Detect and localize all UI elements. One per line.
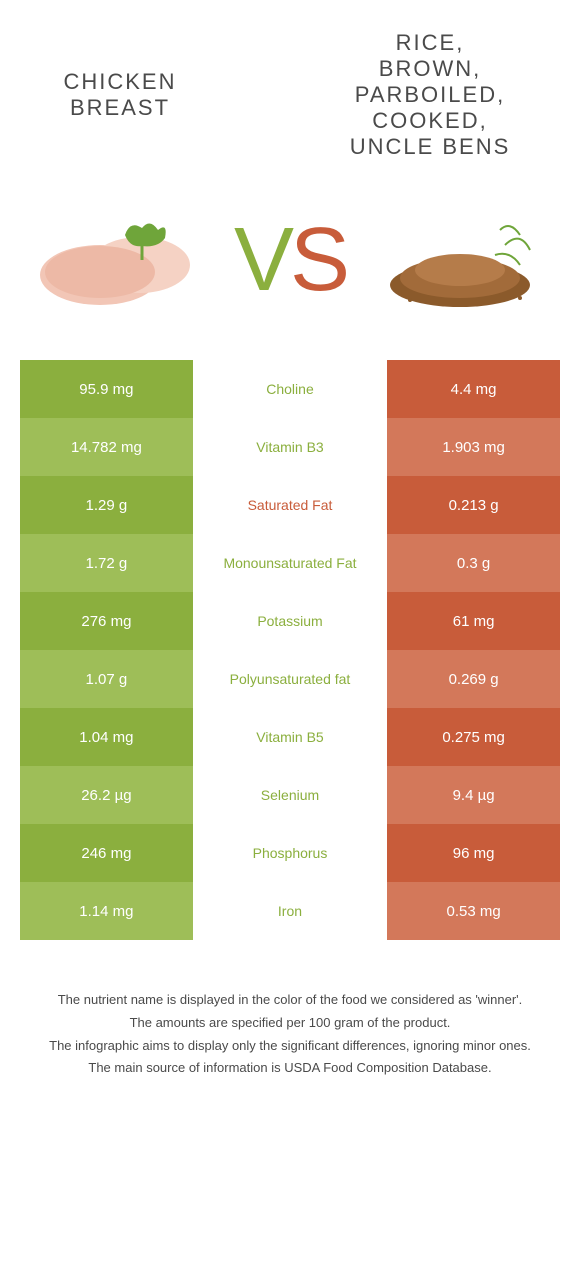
vs-label: VS	[234, 209, 346, 312]
nutrient-value-left: 26.2 µg	[20, 766, 193, 824]
food-title-left: CHICKEN BREAST	[20, 69, 220, 121]
nutrient-value-right: 0.213 g	[387, 476, 560, 534]
footer-line: The amounts are specified per 100 gram o…	[30, 1013, 550, 1034]
vs-v: V	[234, 210, 290, 310]
chicken-breast-icon	[30, 200, 210, 320]
nutrient-value-left: 14.782 mg	[20, 418, 193, 476]
nutrient-label: Saturated Fat	[193, 476, 387, 534]
nutrient-value-left: 1.14 mg	[20, 882, 193, 940]
nutrient-table: 95.9 mgCholine4.4 mg14.782 mgVitamin B31…	[20, 360, 560, 940]
vs-s: S	[290, 210, 346, 310]
nutrient-row: 1.07 gPolyunsaturated fat0.269 g	[20, 650, 560, 708]
nutrient-value-right: 0.275 mg	[387, 708, 560, 766]
hero-row: VS	[20, 200, 560, 320]
nutrient-value-right: 0.53 mg	[387, 882, 560, 940]
nutrient-value-left: 95.9 mg	[20, 360, 193, 418]
nutrient-label: Vitamin B5	[193, 708, 387, 766]
nutrient-value-left: 246 mg	[20, 824, 193, 882]
nutrient-value-left: 1.04 mg	[20, 708, 193, 766]
food-title-right: RICE, BROWN, PARBOILED, COOKED, UNCLE BE…	[300, 30, 560, 160]
nutrient-row: 26.2 µgSelenium9.4 µg	[20, 766, 560, 824]
nutrient-label: Potassium	[193, 592, 387, 650]
footer-notes: The nutrient name is displayed in the co…	[20, 990, 560, 1079]
footer-line: The main source of information is USDA F…	[30, 1058, 550, 1079]
comparison-infographic: CHICKEN BREAST RICE, BROWN, PARBOILED, C…	[0, 0, 580, 1111]
nutrient-value-left: 1.72 g	[20, 534, 193, 592]
food-image-left	[30, 200, 210, 320]
nutrient-value-right: 9.4 µg	[387, 766, 560, 824]
nutrient-label: Monounsaturated Fat	[193, 534, 387, 592]
nutrient-row: 1.04 mgVitamin B50.275 mg	[20, 708, 560, 766]
nutrient-value-left: 1.29 g	[20, 476, 193, 534]
nutrient-label: Polyunsaturated fat	[193, 650, 387, 708]
food-image-right	[370, 200, 550, 320]
nutrient-label: Choline	[193, 360, 387, 418]
nutrient-label: Iron	[193, 882, 387, 940]
nutrient-row: 1.72 gMonounsaturated Fat0.3 g	[20, 534, 560, 592]
nutrient-value-right: 0.3 g	[387, 534, 560, 592]
nutrient-value-left: 276 mg	[20, 592, 193, 650]
footer-line: The nutrient name is displayed in the co…	[30, 990, 550, 1011]
footer-line: The infographic aims to display only the…	[30, 1036, 550, 1057]
nutrient-value-right: 96 mg	[387, 824, 560, 882]
nutrient-row: 276 mgPotassium61 mg	[20, 592, 560, 650]
nutrient-row: 14.782 mgVitamin B31.903 mg	[20, 418, 560, 476]
titles-row: CHICKEN BREAST RICE, BROWN, PARBOILED, C…	[20, 30, 560, 160]
nutrient-value-left: 1.07 g	[20, 650, 193, 708]
brown-rice-icon	[370, 200, 550, 320]
nutrient-row: 95.9 mgCholine4.4 mg	[20, 360, 560, 418]
nutrient-row: 1.14 mgIron0.53 mg	[20, 882, 560, 940]
nutrient-value-right: 1.903 mg	[387, 418, 560, 476]
nutrient-row: 1.29 gSaturated Fat0.213 g	[20, 476, 560, 534]
nutrient-value-right: 0.269 g	[387, 650, 560, 708]
nutrient-value-right: 61 mg	[387, 592, 560, 650]
nutrient-label: Phosphorus	[193, 824, 387, 882]
nutrient-value-right: 4.4 mg	[387, 360, 560, 418]
nutrient-row: 246 mgPhosphorus96 mg	[20, 824, 560, 882]
nutrient-label: Selenium	[193, 766, 387, 824]
nutrient-label: Vitamin B3	[193, 418, 387, 476]
